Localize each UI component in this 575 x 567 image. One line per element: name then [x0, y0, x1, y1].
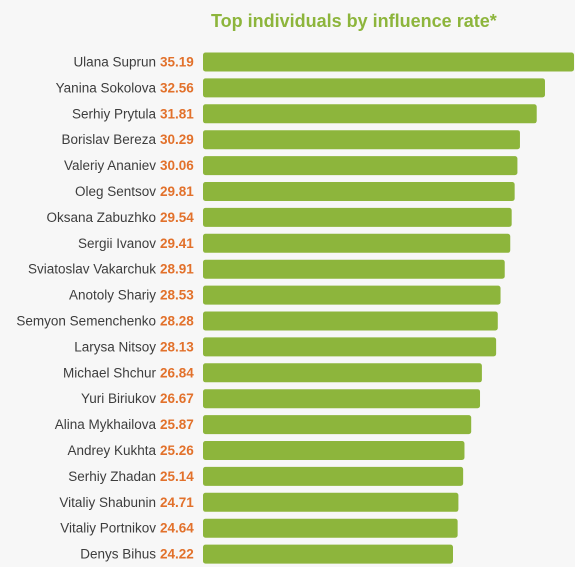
bar [203, 259, 505, 279]
value-label: 25.14 [160, 469, 194, 484]
bar-row: Vitaliy Shabunin 24.71 [59, 492, 459, 512]
bar [203, 311, 498, 331]
value-label: 24.64 [160, 521, 194, 536]
value-label: 35.19 [160, 55, 194, 70]
bar [203, 363, 482, 383]
bar-row: Alina Mykhailova 25.87 [55, 415, 472, 435]
value-label: 28.13 [160, 339, 194, 354]
category-label: Andrey Kukhta [67, 443, 156, 458]
category-label: Vitaliy Portnikov [60, 521, 156, 536]
bar [203, 156, 518, 176]
value-label: 28.91 [160, 262, 194, 277]
bar [203, 544, 453, 564]
bar-row: Denys Bihus 24.22 [80, 544, 453, 564]
value-label: 28.28 [160, 314, 194, 329]
category-label: Sviatoslav Vakarchuk [28, 262, 156, 277]
bar [203, 337, 497, 357]
value-label: 25.26 [160, 443, 194, 458]
bar-row: Valeriy Ananiev 30.06 [64, 156, 518, 176]
bar-row: Yuri Biriukov 26.67 [81, 389, 481, 409]
value-label: 25.87 [160, 417, 194, 432]
category-label: Semyon Semenchenko [16, 314, 156, 329]
bar [203, 389, 481, 409]
value-label: 29.81 [160, 184, 194, 199]
bar [203, 52, 574, 72]
value-label: 29.41 [160, 236, 194, 251]
value-label: 30.06 [160, 158, 194, 173]
bar [203, 285, 501, 305]
category-label: Serhiy Zhadan [68, 469, 156, 484]
bar [203, 518, 458, 538]
bar-row: Serhiy Zhadan 25.14 [68, 466, 464, 486]
value-label: 26.67 [160, 391, 194, 406]
category-label: Yanina Sokolova [56, 80, 157, 95]
category-label: Sergii Ivanov [78, 236, 156, 251]
bar-row: Borislav Bereza 30.29 [61, 130, 520, 150]
category-label: Denys Bihus [80, 547, 156, 562]
value-label: 24.71 [160, 495, 194, 510]
category-label: Oksana Zabuzhko [46, 210, 156, 225]
category-label: Valeriy Ananiev [64, 158, 156, 173]
value-label: 26.84 [160, 365, 194, 380]
bar-row: Oleg Sentsov 29.81 [75, 182, 515, 201]
category-label: Ulana Suprun [73, 55, 156, 70]
bar [203, 233, 511, 253]
bar-row: Michael Shchur 26.84 [63, 363, 482, 383]
value-label: 28.53 [160, 288, 194, 303]
bar-row: Vitaliy Portnikov 24.64 [60, 518, 458, 538]
value-label: 24.22 [160, 547, 194, 562]
category-label: Serhiy Prytula [72, 106, 157, 121]
bar-row: Oksana Zabuzhko 29.54 [46, 207, 512, 227]
bar-row: Sviatoslav Vakarchuk 28.91 [28, 259, 505, 279]
category-label: Oleg Sentsov [75, 184, 156, 199]
value-label: 30.29 [160, 132, 194, 147]
category-label: Yuri Biriukov [81, 391, 156, 406]
category-label: Vitaliy Shabunin [59, 495, 156, 510]
bar [203, 78, 545, 98]
bar [203, 104, 537, 124]
bar-row: Anotoly Shariy 28.53 [69, 285, 501, 305]
bar [203, 182, 515, 201]
bar [203, 492, 459, 512]
category-label: Michael Shchur [63, 365, 157, 380]
category-label: Alina Mykhailova [55, 417, 157, 432]
category-label: Larysa Nitsoy [74, 339, 156, 354]
value-label: 31.81 [160, 106, 194, 121]
bar-row: Yanina Sokolova 32.56 [56, 78, 545, 98]
category-label: Borislav Bereza [61, 132, 156, 147]
bar-row: Sergii Ivanov 29.41 [78, 233, 511, 253]
chart-title: Top individuals by influence rate* [211, 11, 497, 31]
bar-row: Larysa Nitsoy 28.13 [74, 337, 497, 357]
bar [203, 130, 520, 150]
bar-row: Semyon Semenchenko 28.28 [16, 311, 498, 331]
category-label: Anotoly Shariy [69, 288, 156, 303]
bar-row: Andrey Kukhta 25.26 [67, 441, 465, 460]
bar [203, 415, 472, 435]
bar [203, 207, 512, 227]
bar-row: Serhiy Prytula 31.81 [72, 104, 537, 124]
value-label: 32.56 [160, 80, 194, 95]
bar-row: Ulana Suprun 35.19 [73, 52, 574, 72]
bar [203, 441, 465, 460]
value-label: 29.54 [160, 210, 194, 225]
bar [203, 466, 464, 486]
